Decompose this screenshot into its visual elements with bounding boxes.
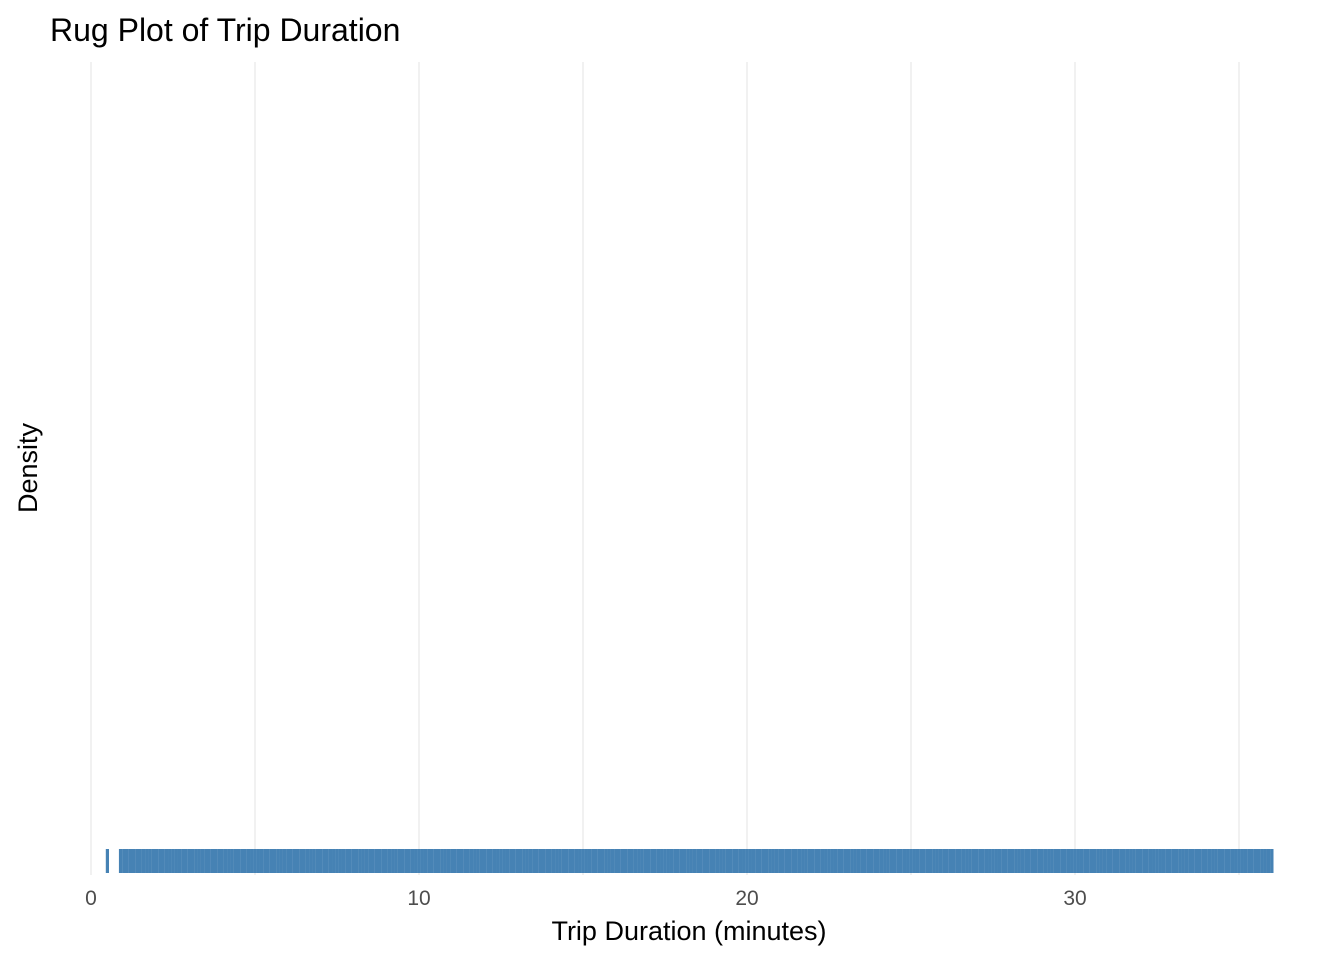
gridlines bbox=[90, 62, 1240, 875]
x-tick-label: 30 bbox=[1063, 887, 1086, 910]
x-tick-labels: 0 10 20 30 bbox=[85, 887, 1087, 910]
x-axis-title: Trip Duration (minutes) bbox=[551, 916, 826, 946]
x-tick-label: 10 bbox=[407, 887, 430, 910]
y-axis-title: Density bbox=[13, 422, 43, 513]
chart-title: Rug Plot of Trip Duration bbox=[50, 12, 400, 48]
x-tick-label: 20 bbox=[735, 887, 758, 910]
x-tick-label: 0 bbox=[85, 887, 97, 910]
rug-marks bbox=[105, 849, 1274, 873]
